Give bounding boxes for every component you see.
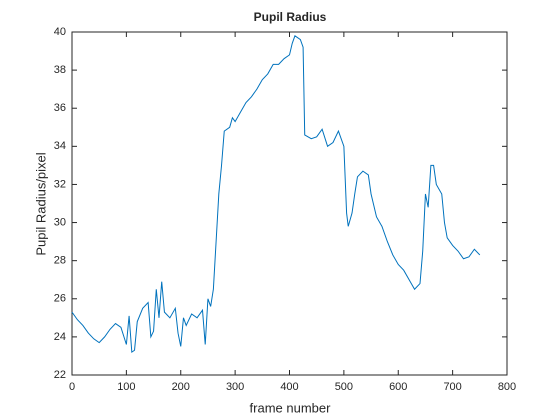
x-tick-label: 400 (280, 381, 298, 393)
data-line (71, 35, 481, 354)
y-tick-label: 36 (54, 102, 66, 114)
x-tick-label: 700 (443, 381, 461, 393)
x-tick-label: 500 (335, 381, 353, 393)
x-tick-label: 200 (172, 381, 190, 393)
y-tick-label: 22 (54, 369, 66, 381)
x-tick-label: 300 (226, 381, 244, 393)
y-tick-label: 30 (54, 216, 66, 228)
y-tick-label: 34 (54, 140, 66, 152)
plot-area (71, 31, 508, 376)
y-tick-label: 38 (54, 64, 66, 76)
x-axis-label: frame number (250, 400, 332, 415)
x-tick-label: 0 (69, 381, 75, 393)
x-tick-label: 800 (498, 381, 516, 393)
y-tick-label: 32 (54, 178, 66, 190)
y-tick-label: 40 (54, 26, 66, 38)
y-tick-label: 24 (54, 331, 66, 343)
chart-title: Pupil Radius (254, 10, 327, 24)
y-tick-label: 26 (54, 293, 66, 305)
x-tick-label: 600 (389, 381, 407, 393)
y-tick-label: 28 (54, 255, 66, 267)
x-tick-label: 100 (117, 381, 135, 393)
y-axis-label: Pupil Radius/pixel (33, 152, 48, 255)
